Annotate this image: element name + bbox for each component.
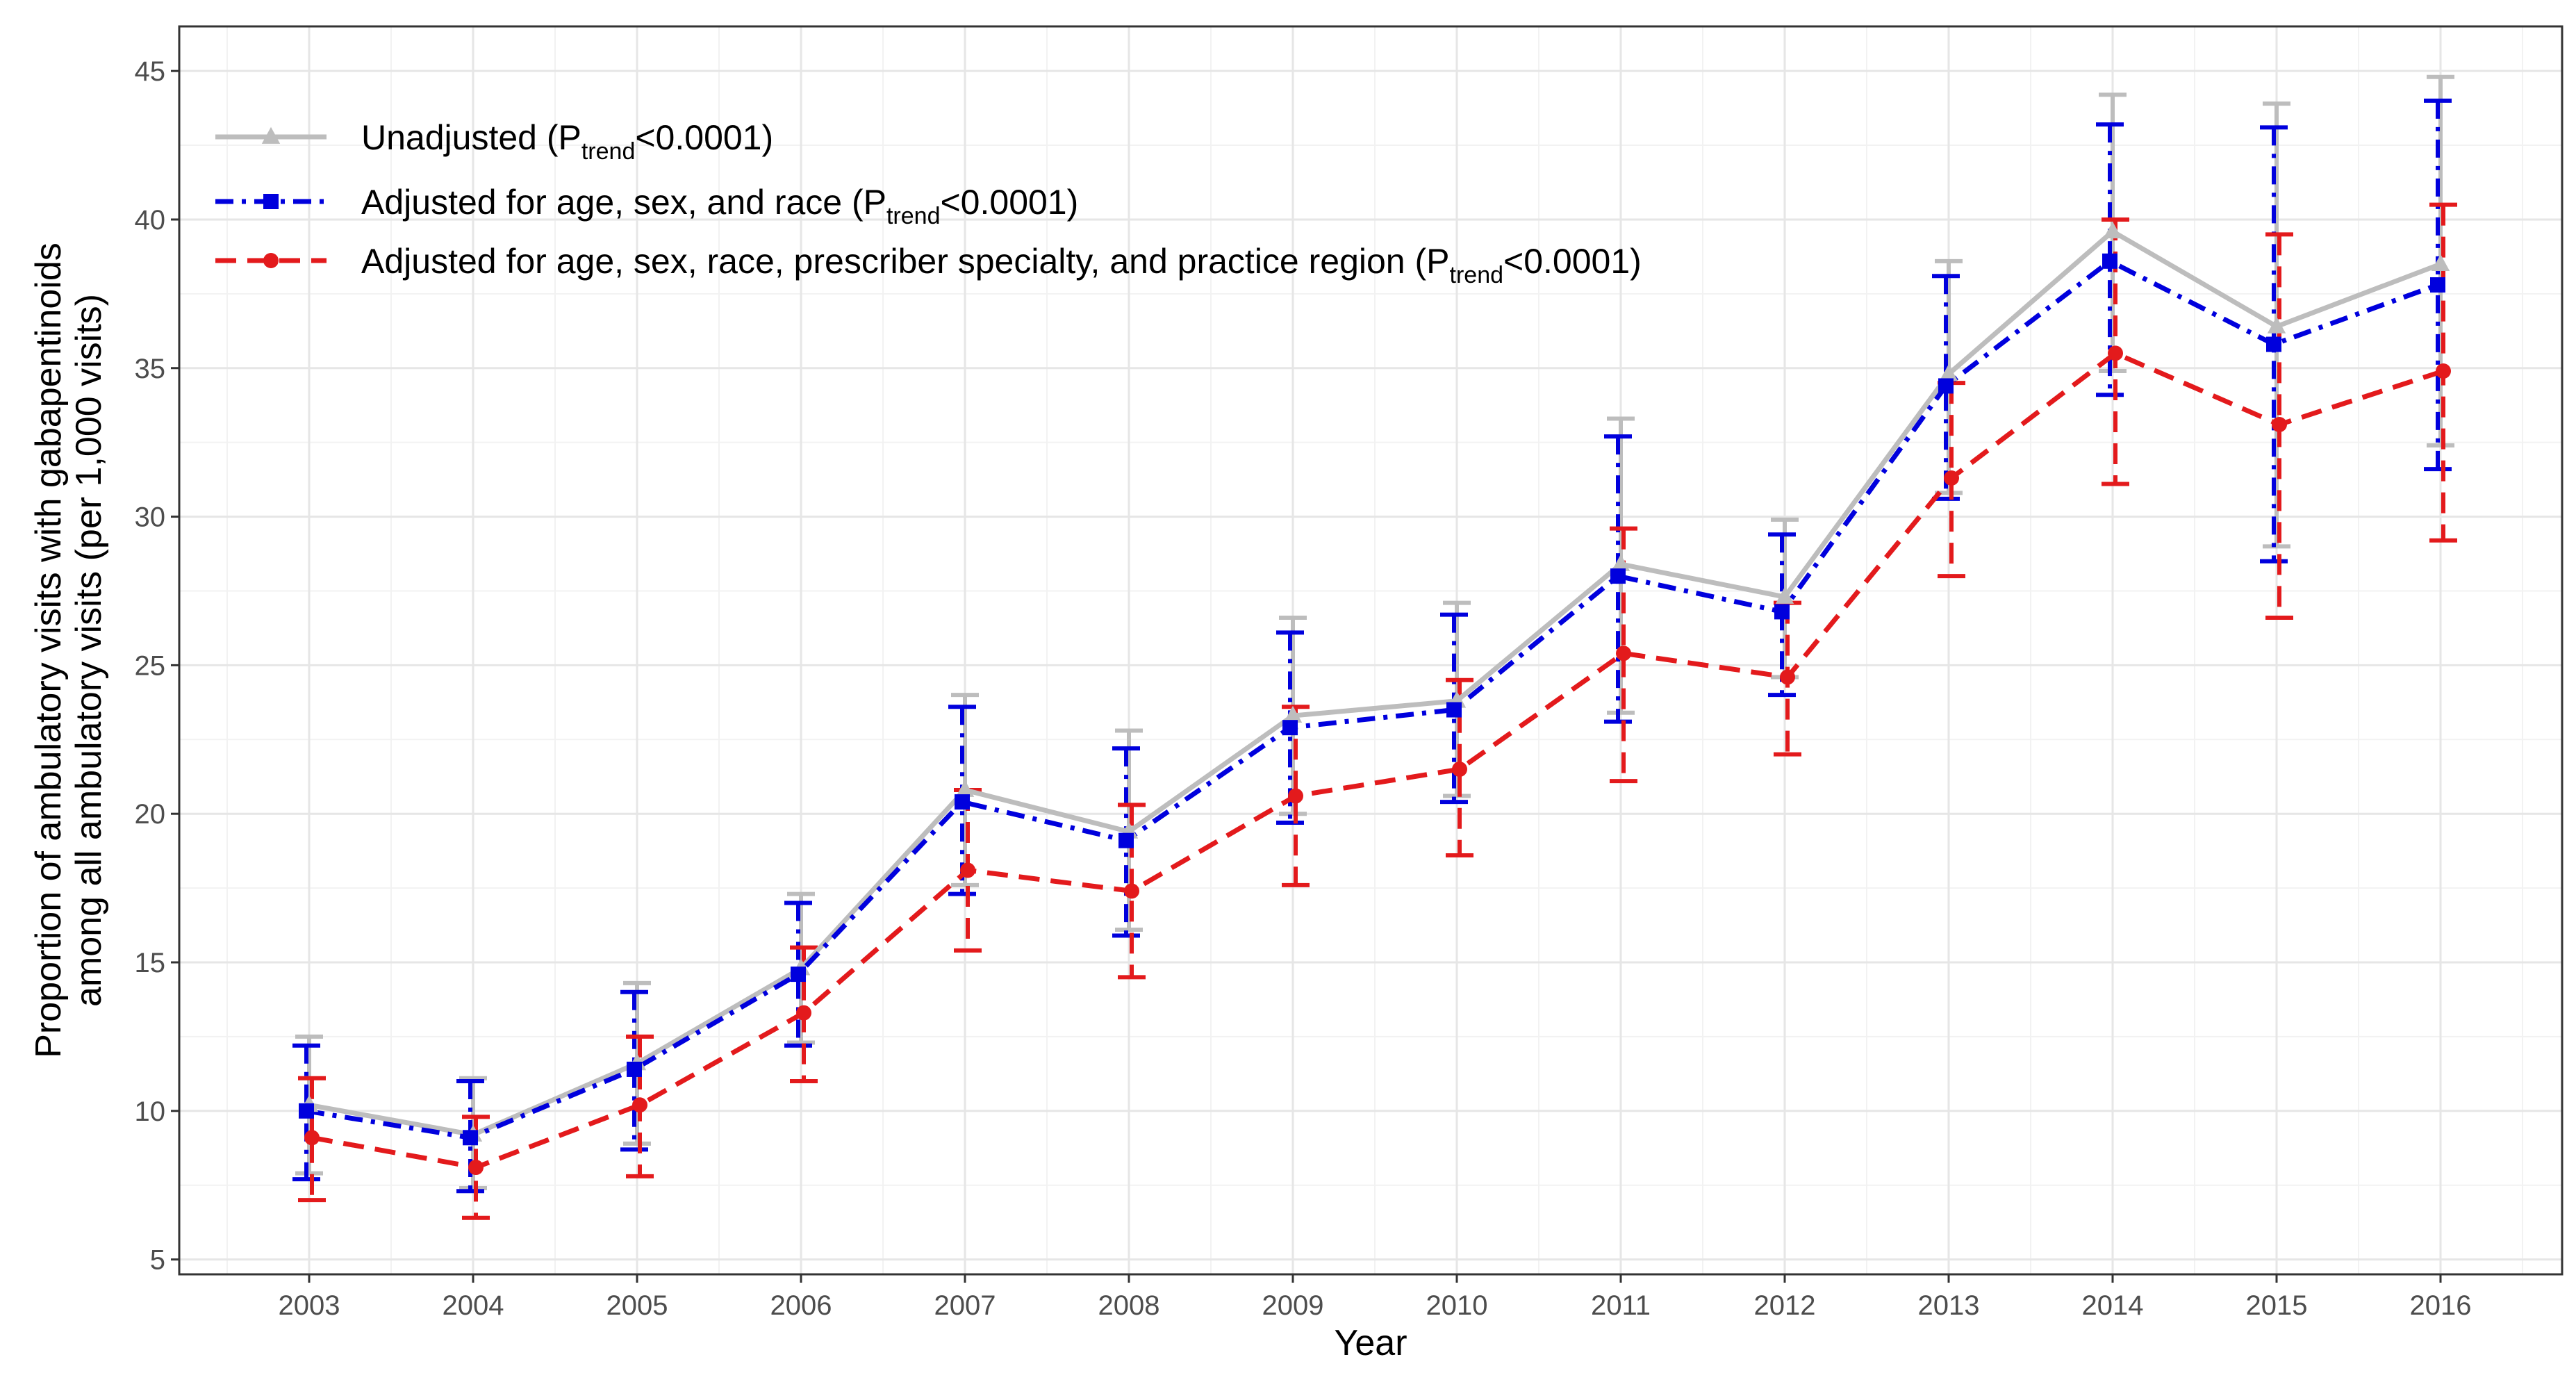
data-point — [2267, 316, 2286, 334]
x-tick-label: 2012 — [1754, 1290, 1816, 1321]
x-tick-label: 2006 — [770, 1290, 832, 1321]
data-point — [1938, 378, 1954, 394]
series-line — [306, 258, 2439, 1140]
data-point — [1775, 586, 1794, 604]
x-axis-title: Year — [1334, 1323, 1407, 1363]
data-point — [2266, 336, 2281, 352]
y-tick-label: 20 — [135, 799, 166, 830]
data-point — [955, 794, 970, 810]
y-axis-title-line2: among all ambulatory visits (per 1,000 v… — [69, 294, 109, 1007]
plot-panel-border — [178, 25, 2563, 1276]
legend-label: Adjusted for age, sex, and race (Ptrend<… — [361, 183, 1078, 229]
x-tick-label: 2011 — [1591, 1290, 1651, 1321]
x-tick-label: 2005 — [606, 1290, 668, 1321]
x-tick-label: 2010 — [1426, 1290, 1488, 1321]
x-tick-label: 2009 — [1262, 1290, 1324, 1321]
data-point — [304, 1130, 320, 1146]
data-point — [1780, 669, 1795, 685]
data-point — [263, 253, 279, 268]
y-tick-label: 45 — [135, 56, 166, 87]
series-points — [299, 221, 2451, 1176]
data-point — [263, 194, 279, 209]
minor-gridlines — [179, 26, 2562, 1274]
series-line — [311, 350, 2445, 1170]
y-tick-label: 15 — [135, 948, 166, 978]
data-point — [627, 1061, 642, 1077]
data-point — [261, 126, 281, 144]
data-point — [2102, 253, 2117, 269]
y-tick-label: 35 — [135, 354, 166, 384]
x-tick-label: 2014 — [2082, 1290, 2144, 1321]
data-point — [2436, 363, 2451, 379]
legend: Unadjusted (Ptrend<0.0001) Adjusted for a… — [215, 118, 1642, 288]
data-point — [1124, 883, 1139, 899]
data-point — [1616, 646, 1631, 661]
data-point — [463, 1130, 478, 1146]
x-tick-label: 2015 — [2246, 1290, 2308, 1321]
series-lines — [306, 229, 2445, 1170]
data-point — [1939, 364, 1958, 381]
data-point — [1774, 604, 1790, 620]
data-point — [960, 862, 975, 878]
data-point — [632, 1097, 647, 1113]
x-tick-label: 2016 — [2410, 1290, 2472, 1321]
data-point — [2431, 254, 2450, 271]
series-line — [308, 229, 2442, 1137]
data-point — [1610, 568, 1626, 584]
data-point — [299, 1103, 314, 1119]
y-tick-label: 30 — [135, 502, 166, 533]
data-point — [1611, 554, 1630, 571]
data-point — [1452, 762, 1467, 778]
x-tick-label: 2007 — [934, 1290, 996, 1321]
data-point — [1944, 470, 1959, 486]
y-tick-label: 10 — [135, 1096, 166, 1127]
data-point — [2430, 277, 2445, 293]
data-point — [1282, 720, 1298, 736]
y-axis-title: Proportion of ambulatory visits with gab… — [28, 242, 109, 1058]
x-tick-label: 2003 — [279, 1290, 340, 1321]
x-tick-label: 2004 — [443, 1290, 504, 1321]
data-point — [1118, 832, 1134, 848]
data-point — [2103, 221, 2122, 238]
legend-label: Adjusted for age, sex, race, prescriber … — [361, 242, 1642, 288]
x-tick-label: 2013 — [1918, 1290, 1980, 1321]
data-point — [2272, 417, 2287, 433]
data-point — [2108, 345, 2123, 361]
data-point — [955, 780, 975, 797]
y-tick-label: 5 — [150, 1245, 165, 1276]
y-axis-title-line1: Proportion of ambulatory visits with gab… — [28, 242, 69, 1058]
data-point — [1288, 788, 1303, 804]
y-tick-label: 25 — [135, 650, 166, 681]
x-tick-label: 2008 — [1098, 1290, 1160, 1321]
y-axis: 5 10 15 20 25 30 35 40 45 — [135, 56, 179, 1276]
data-point — [796, 1005, 811, 1021]
data-point — [1446, 702, 1462, 718]
x-axis: 2003 2004 2005 2006 2007 2008 2009 2010 2011 2012… — [279, 1274, 2472, 1321]
data-point — [791, 967, 806, 983]
legend-label: Unadjusted (Ptrend<0.0001) — [361, 118, 773, 165]
data-point — [468, 1160, 484, 1176]
y-tick-label: 40 — [135, 205, 166, 236]
data-point — [1283, 705, 1303, 723]
